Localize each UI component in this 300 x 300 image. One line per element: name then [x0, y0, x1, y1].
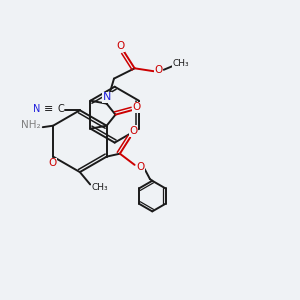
Text: N: N: [103, 92, 111, 102]
Text: O: O: [117, 41, 125, 51]
Text: N: N: [33, 104, 40, 114]
Text: O: O: [133, 102, 141, 112]
Text: O: O: [130, 126, 138, 136]
Text: CH₃: CH₃: [91, 184, 108, 193]
Text: O: O: [136, 162, 145, 172]
Text: O: O: [154, 65, 163, 75]
Text: CH₃: CH₃: [172, 59, 189, 68]
Text: O: O: [49, 158, 57, 168]
Text: ≡: ≡: [44, 104, 53, 114]
Text: NH₂: NH₂: [21, 120, 40, 130]
Text: C: C: [57, 104, 64, 114]
